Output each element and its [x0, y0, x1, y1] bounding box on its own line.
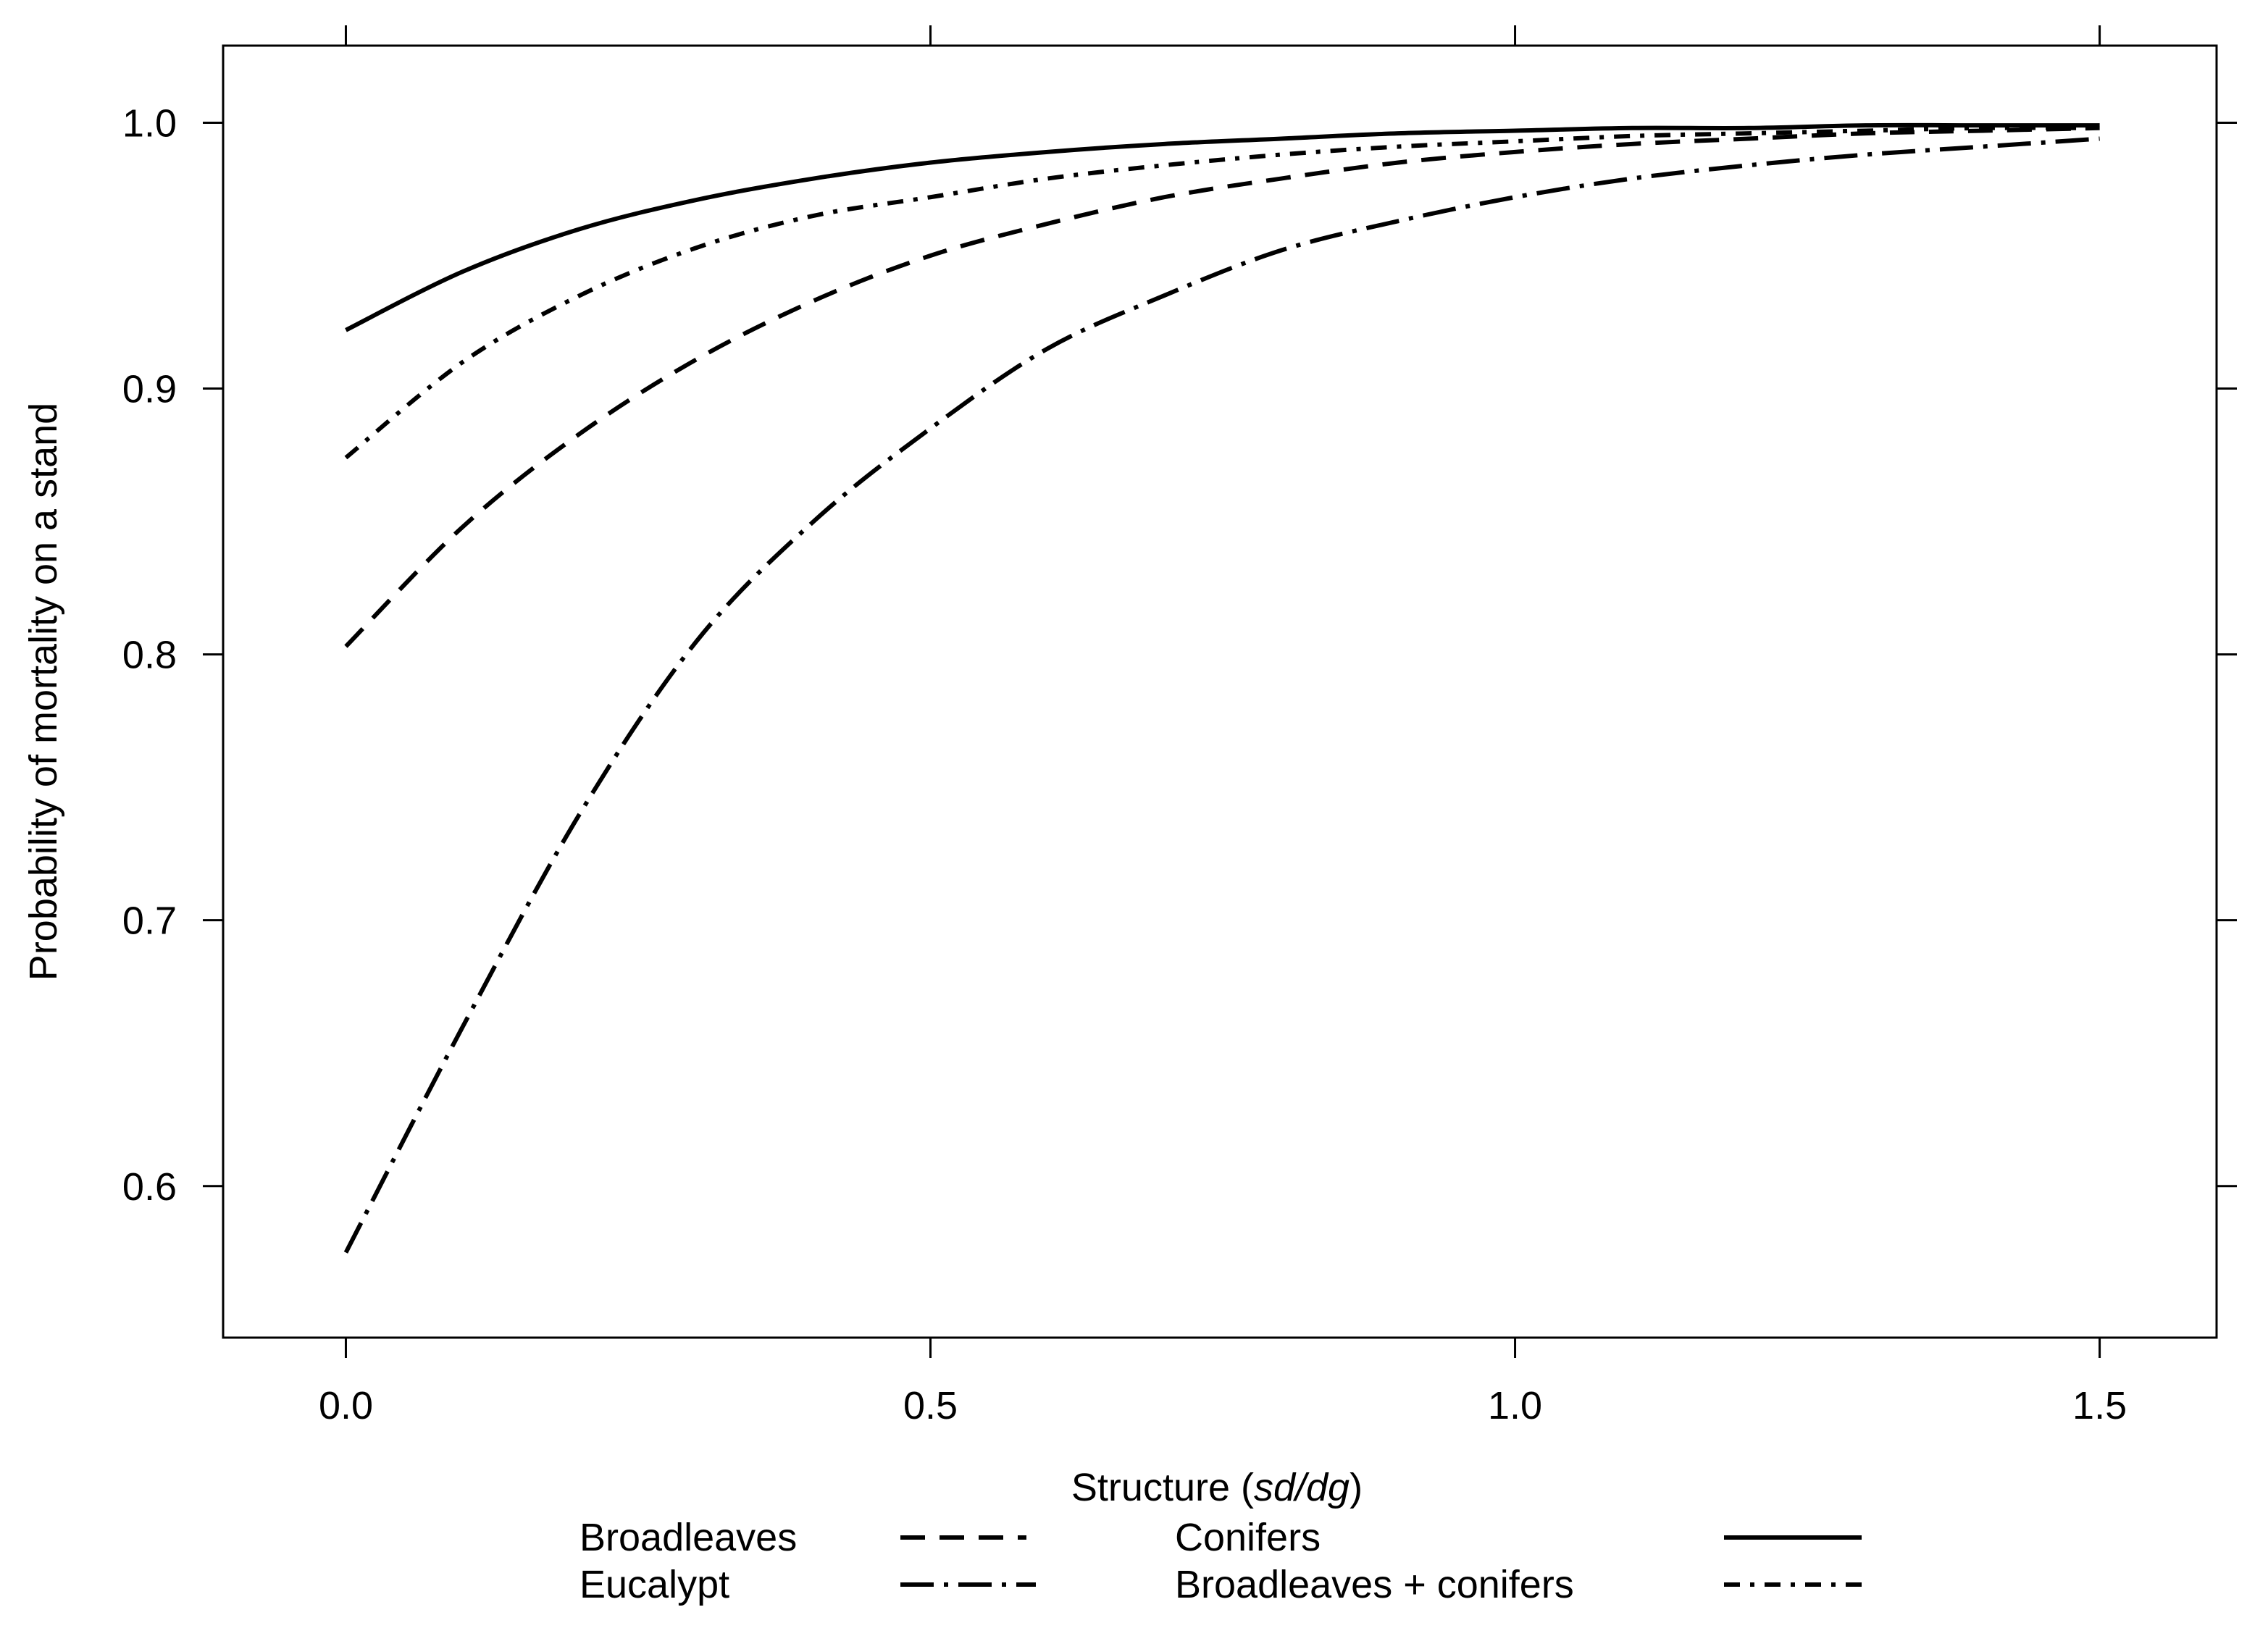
x-axis-label: Structure (sd/dg): [1071, 1466, 1363, 1509]
series-line-broadleaves: [344, 125, 2100, 648]
axis-ticks: 0.0 0.5 1.0 1.5 0.6 0.7 0.8 0.9 1.0: [122, 25, 2237, 1427]
legend-label-eucalypt: Eucalypt: [579, 1563, 729, 1606]
series-line-broadleaves-conifers: [344, 125, 2100, 460]
y-tick-label: 1.0: [122, 101, 177, 145]
x-tick-label: 1.5: [2072, 1384, 2127, 1427]
y-tick-label: 0.8: [122, 634, 177, 677]
legend: Broadleaves Conifers Eucalypt Broadleaves +…: [579, 1516, 1862, 1606]
legend-label-broadleaves: Broadleaves: [579, 1516, 797, 1559]
series-line-eucalypt: [343, 136, 2100, 1254]
y-tick-label: 0.7: [122, 899, 177, 943]
legend-label-broadleaves-conifers: Broadleaves + conifers: [1175, 1563, 1574, 1606]
plot-frame: [222, 44, 2218, 1339]
series-lines: [343, 122, 2100, 1254]
series-line-conifers: [345, 122, 2100, 332]
y-axis-label: Probability of mortality on a stand: [22, 403, 65, 981]
x-tick-label: 1.0: [1488, 1384, 1542, 1427]
x-tick-label: 0.5: [903, 1384, 958, 1427]
legend-label-conifers: Conifers: [1175, 1516, 1321, 1559]
y-tick-label: 0.6: [122, 1165, 177, 1209]
y-tick-label: 0.9: [122, 368, 177, 411]
x-tick-label: 0.0: [319, 1384, 373, 1427]
